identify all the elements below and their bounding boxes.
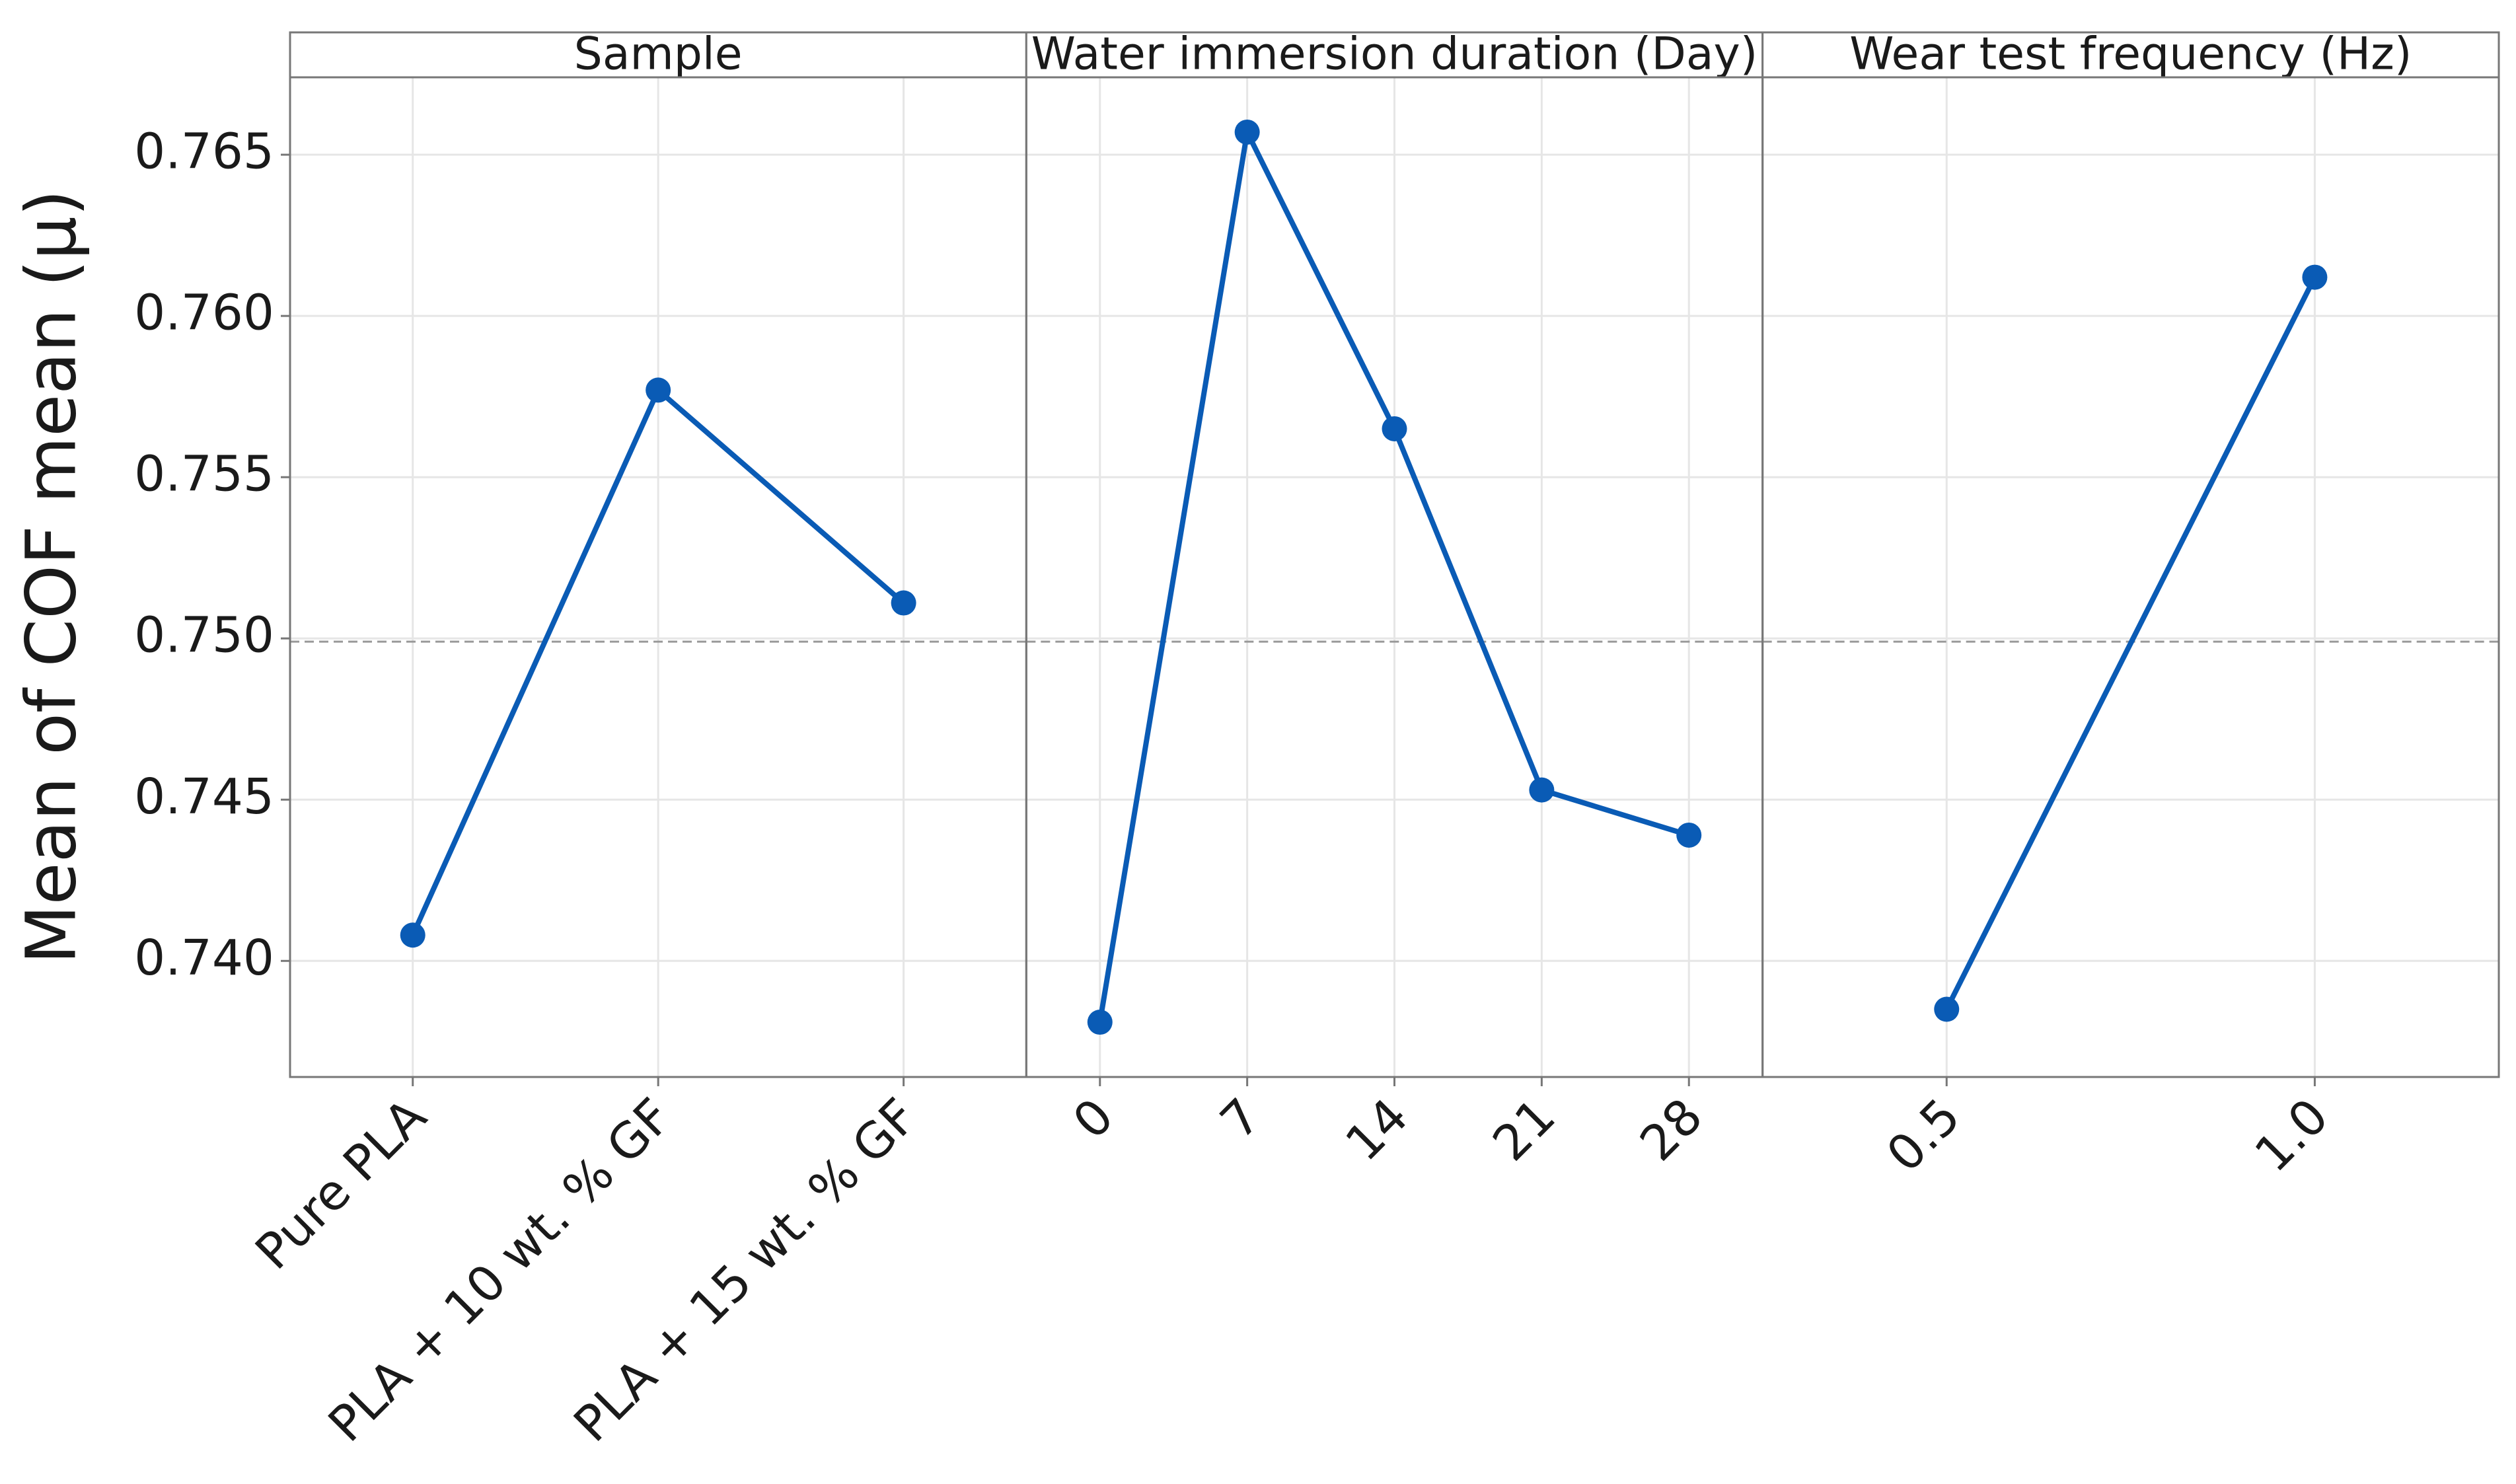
panel-frame [1761,76,2500,1078]
x-tick-label: 0.5 [1876,1088,1971,1183]
data-point [1934,996,1960,1022]
x-tick-label: 1.0 [2244,1088,2340,1183]
data-point [1676,822,1702,848]
y-tick-label: 0.765 [134,124,274,180]
data-point [1087,1010,1113,1035]
panel-strip [1761,31,2500,79]
panel-title: Wear test frequency (Hz) [1849,28,2412,81]
data-point [400,922,426,948]
x-tick-label: 14 [1335,1088,1419,1171]
y-tick-label: 0.740 [134,930,274,986]
data-point [1382,416,1407,441]
data-point [1234,119,1260,145]
y-tick-label: 0.760 [134,285,274,342]
y-tick-label: 0.745 [134,768,274,825]
y-tick-label: 0.755 [134,446,274,503]
panel-title: Sample [574,28,743,81]
x-tick-label: 21 [1482,1088,1566,1171]
y-tick-label: 0.750 [134,607,274,664]
y-axis-label: Mean of COF mean (μ) [11,190,91,964]
x-tick-label: 0 [1062,1088,1125,1150]
data-point [891,590,916,616]
x-tick-label: 28 [1629,1088,1713,1171]
x-tick-label: 7 [1210,1088,1272,1150]
panel-title: Water immersion duration (Day) [1031,28,1758,81]
data-point [2302,264,2328,290]
data-point [1529,777,1555,803]
effect-line [1944,276,2317,1011]
x-tick-label: Pure PLA [244,1088,437,1280]
panel-strip [289,31,1027,79]
data-point [646,377,671,403]
